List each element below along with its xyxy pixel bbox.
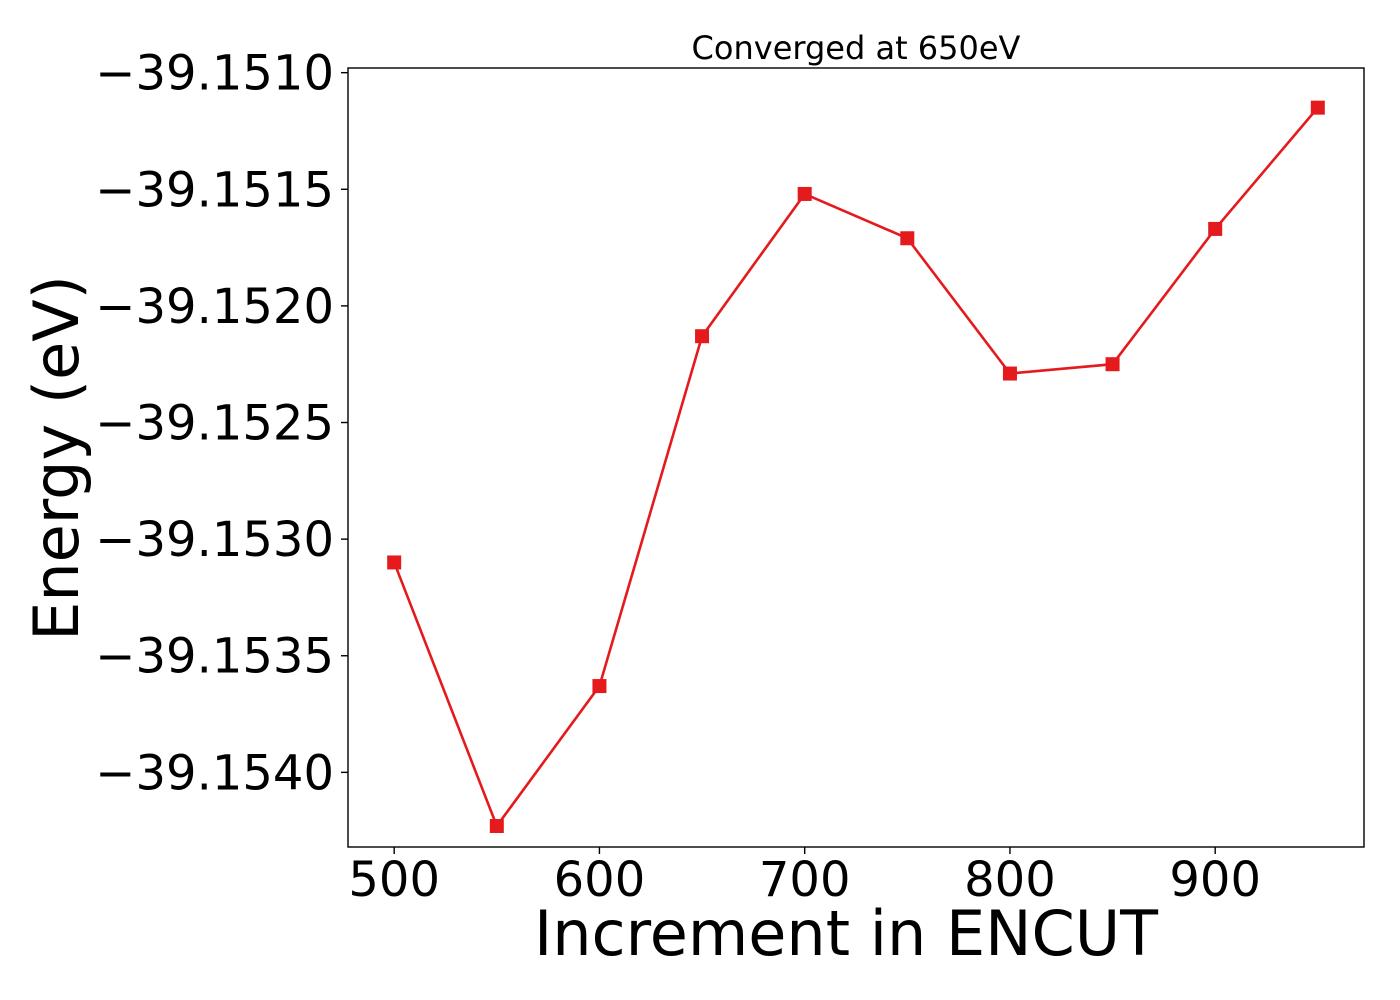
data-point-marker (695, 329, 710, 344)
data-point-marker (592, 679, 607, 694)
data-point-marker (1002, 366, 1017, 381)
y-tick-label: −39.1510 (95, 46, 334, 102)
x-tick-label: 600 (554, 852, 646, 908)
x-tick-label: 800 (964, 852, 1056, 908)
y-tick-label: −39.1535 (95, 629, 334, 685)
x-tick-label: 700 (759, 852, 851, 908)
y-tick-label: −39.1520 (95, 279, 334, 335)
data-point-marker (1208, 221, 1223, 236)
y-axis-label: Energy (eV) (20, 275, 93, 641)
x-tick-label: 500 (348, 852, 440, 908)
y-tick-label: −39.1515 (95, 162, 334, 218)
y-tick-label: −39.1530 (95, 512, 334, 568)
y-tick-label: −39.1525 (95, 396, 334, 452)
x-tick-label: 900 (1169, 852, 1261, 908)
data-point-marker (387, 555, 402, 570)
plot-frame (347, 67, 1365, 848)
data-point-marker (489, 819, 504, 834)
data-point-marker (1310, 100, 1325, 115)
x-axis: 500 600 700 800 900 (348, 847, 1261, 908)
data-point-marker (1105, 357, 1120, 372)
y-axis: −39.1540 −39.1535 −39.1530 −39.1525 −39.1520… (95, 46, 348, 801)
data-series (387, 100, 1325, 834)
series-line (392, 106, 1319, 829)
data-point-marker (797, 186, 812, 201)
chart-title: Converged at 650eV (692, 29, 1021, 67)
y-tick-label: −39.1540 (95, 745, 334, 801)
data-point-marker (900, 231, 915, 246)
x-axis-label: Increment in ENCUT (534, 897, 1159, 970)
